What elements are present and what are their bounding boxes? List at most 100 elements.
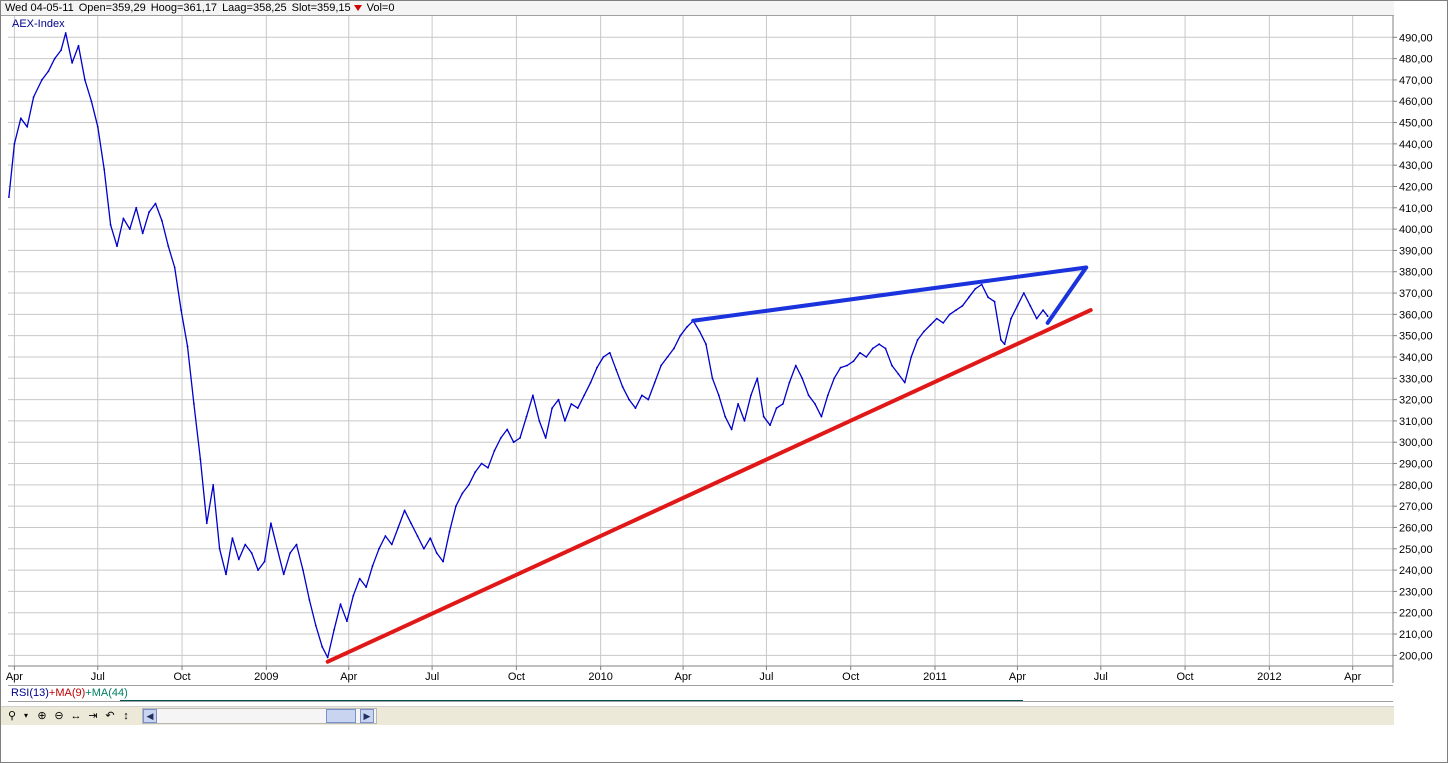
zoom-in-icon[interactable]: ⊕ bbox=[37, 710, 47, 722]
x-tick-label: 2010 bbox=[588, 671, 612, 683]
price-point bbox=[948, 313, 951, 316]
price-point bbox=[77, 44, 80, 47]
price-point bbox=[929, 324, 932, 326]
price-point bbox=[455, 505, 457, 508]
price-point bbox=[231, 537, 234, 540]
price-point bbox=[365, 586, 368, 589]
price-point bbox=[26, 125, 29, 128]
price-point bbox=[634, 407, 637, 410]
price-point bbox=[878, 343, 881, 346]
price-point bbox=[109, 223, 112, 226]
price-point bbox=[237, 558, 240, 561]
y-tick-label: 290,00 bbox=[1399, 459, 1433, 471]
price-point bbox=[19, 117, 22, 120]
horizontal-scrollbar[interactable]: ◀ ▶ bbox=[142, 708, 377, 724]
price-point bbox=[180, 309, 183, 311]
y-tick-label: 280,00 bbox=[1399, 480, 1433, 492]
price-point bbox=[321, 645, 324, 648]
price-point bbox=[218, 547, 221, 550]
y-tick-label: 210,00 bbox=[1399, 629, 1433, 641]
price-point bbox=[148, 211, 150, 213]
price-point bbox=[269, 522, 272, 525]
x-tick-label: Oct bbox=[1177, 671, 1194, 683]
indicator-panel[interactable]: RSI(13)+MA(9)+MA(44) bbox=[8, 685, 1393, 702]
x-tick-label: Oct bbox=[842, 671, 859, 683]
x-tick-label: Apr bbox=[1344, 671, 1361, 683]
price-point bbox=[788, 381, 791, 384]
y-tick-label: 410,00 bbox=[1399, 203, 1433, 215]
y-tick-label: 370,00 bbox=[1399, 288, 1433, 300]
price-point bbox=[967, 296, 970, 299]
price-point bbox=[782, 402, 784, 405]
price-point bbox=[608, 351, 611, 354]
fit-right-icon[interactable]: ⇥ bbox=[88, 710, 98, 722]
rotate-icon[interactable]: ↶ bbox=[105, 710, 115, 722]
quote-date: Wed 04-05-11 bbox=[5, 2, 74, 14]
price-point bbox=[71, 61, 74, 64]
price-point bbox=[1000, 339, 1002, 341]
price-point bbox=[371, 564, 374, 567]
price-point bbox=[289, 552, 292, 554]
price-point bbox=[257, 569, 259, 571]
price-point bbox=[955, 309, 957, 311]
y-tick-label: 310,00 bbox=[1399, 416, 1433, 428]
price-point bbox=[378, 547, 380, 550]
x-tick-label: Apr bbox=[1009, 671, 1026, 683]
scroll-right-icon[interactable]: ▶ bbox=[360, 709, 374, 723]
price-point bbox=[621, 385, 624, 388]
rsi-label: RSI(13) bbox=[11, 687, 49, 699]
price-point bbox=[205, 522, 208, 525]
price-point bbox=[826, 394, 829, 397]
trendlines bbox=[325, 265, 1093, 664]
price-point bbox=[64, 32, 67, 34]
price-point bbox=[679, 334, 682, 337]
price-point bbox=[154, 202, 157, 205]
zoom-out-icon[interactable]: ⊖ bbox=[54, 710, 64, 722]
price-point bbox=[116, 245, 118, 248]
resistance-trendline bbox=[1045, 265, 1089, 325]
price-point bbox=[90, 100, 93, 103]
price-point bbox=[314, 624, 317, 627]
price-point bbox=[589, 381, 592, 384]
x-axis: Apr Jul Oct 2009 Apr Jul Oct 2010 Apr Jul Oct 2011 A… bbox=[6, 666, 1362, 683]
price-point bbox=[531, 394, 534, 397]
price-point bbox=[961, 304, 964, 307]
price-point bbox=[1046, 315, 1049, 318]
price-point bbox=[212, 483, 215, 486]
price-line bbox=[8, 32, 1049, 659]
price-point bbox=[807, 394, 810, 397]
pan-vertical-icon[interactable]: ↕ bbox=[123, 710, 129, 722]
price-point bbox=[737, 402, 739, 405]
x-tick-label: Oct bbox=[508, 671, 525, 683]
price-point bbox=[397, 526, 400, 529]
y-tick-label: 470,00 bbox=[1399, 75, 1433, 87]
price-point bbox=[916, 339, 919, 341]
zoom-icon[interactable]: ⚲ bbox=[7, 710, 17, 722]
price-point bbox=[801, 377, 804, 380]
price-point bbox=[512, 441, 515, 444]
zoom-menu-icon[interactable]: ▾ bbox=[23, 711, 28, 720]
x-tick-label: 2011 bbox=[923, 671, 947, 683]
price-point bbox=[685, 326, 688, 329]
price-point bbox=[628, 398, 630, 401]
price-point bbox=[570, 402, 573, 405]
price-point bbox=[730, 428, 733, 431]
y-tick-label: 200,00 bbox=[1399, 650, 1433, 662]
pan-horizontal-icon[interactable]: ↔ bbox=[70, 710, 82, 722]
x-tick-label: Apr bbox=[340, 671, 357, 683]
scroll-thumb[interactable] bbox=[326, 709, 356, 723]
y-axis: 200,00 210,00 220,00 230,00 240,00 250,00 260,… bbox=[1393, 32, 1433, 662]
price-point bbox=[769, 424, 772, 427]
price-point bbox=[865, 356, 868, 358]
price-point bbox=[852, 360, 855, 363]
price-point bbox=[295, 543, 298, 546]
scroll-left-icon[interactable]: ◀ bbox=[143, 709, 157, 723]
y-tick-label: 350,00 bbox=[1399, 331, 1433, 343]
price-point bbox=[302, 569, 304, 571]
price-point bbox=[499, 437, 502, 439]
support-trendline bbox=[325, 308, 1093, 664]
price-point bbox=[384, 535, 387, 537]
price-point bbox=[749, 394, 752, 397]
x-tick-label: Apr bbox=[6, 671, 23, 683]
